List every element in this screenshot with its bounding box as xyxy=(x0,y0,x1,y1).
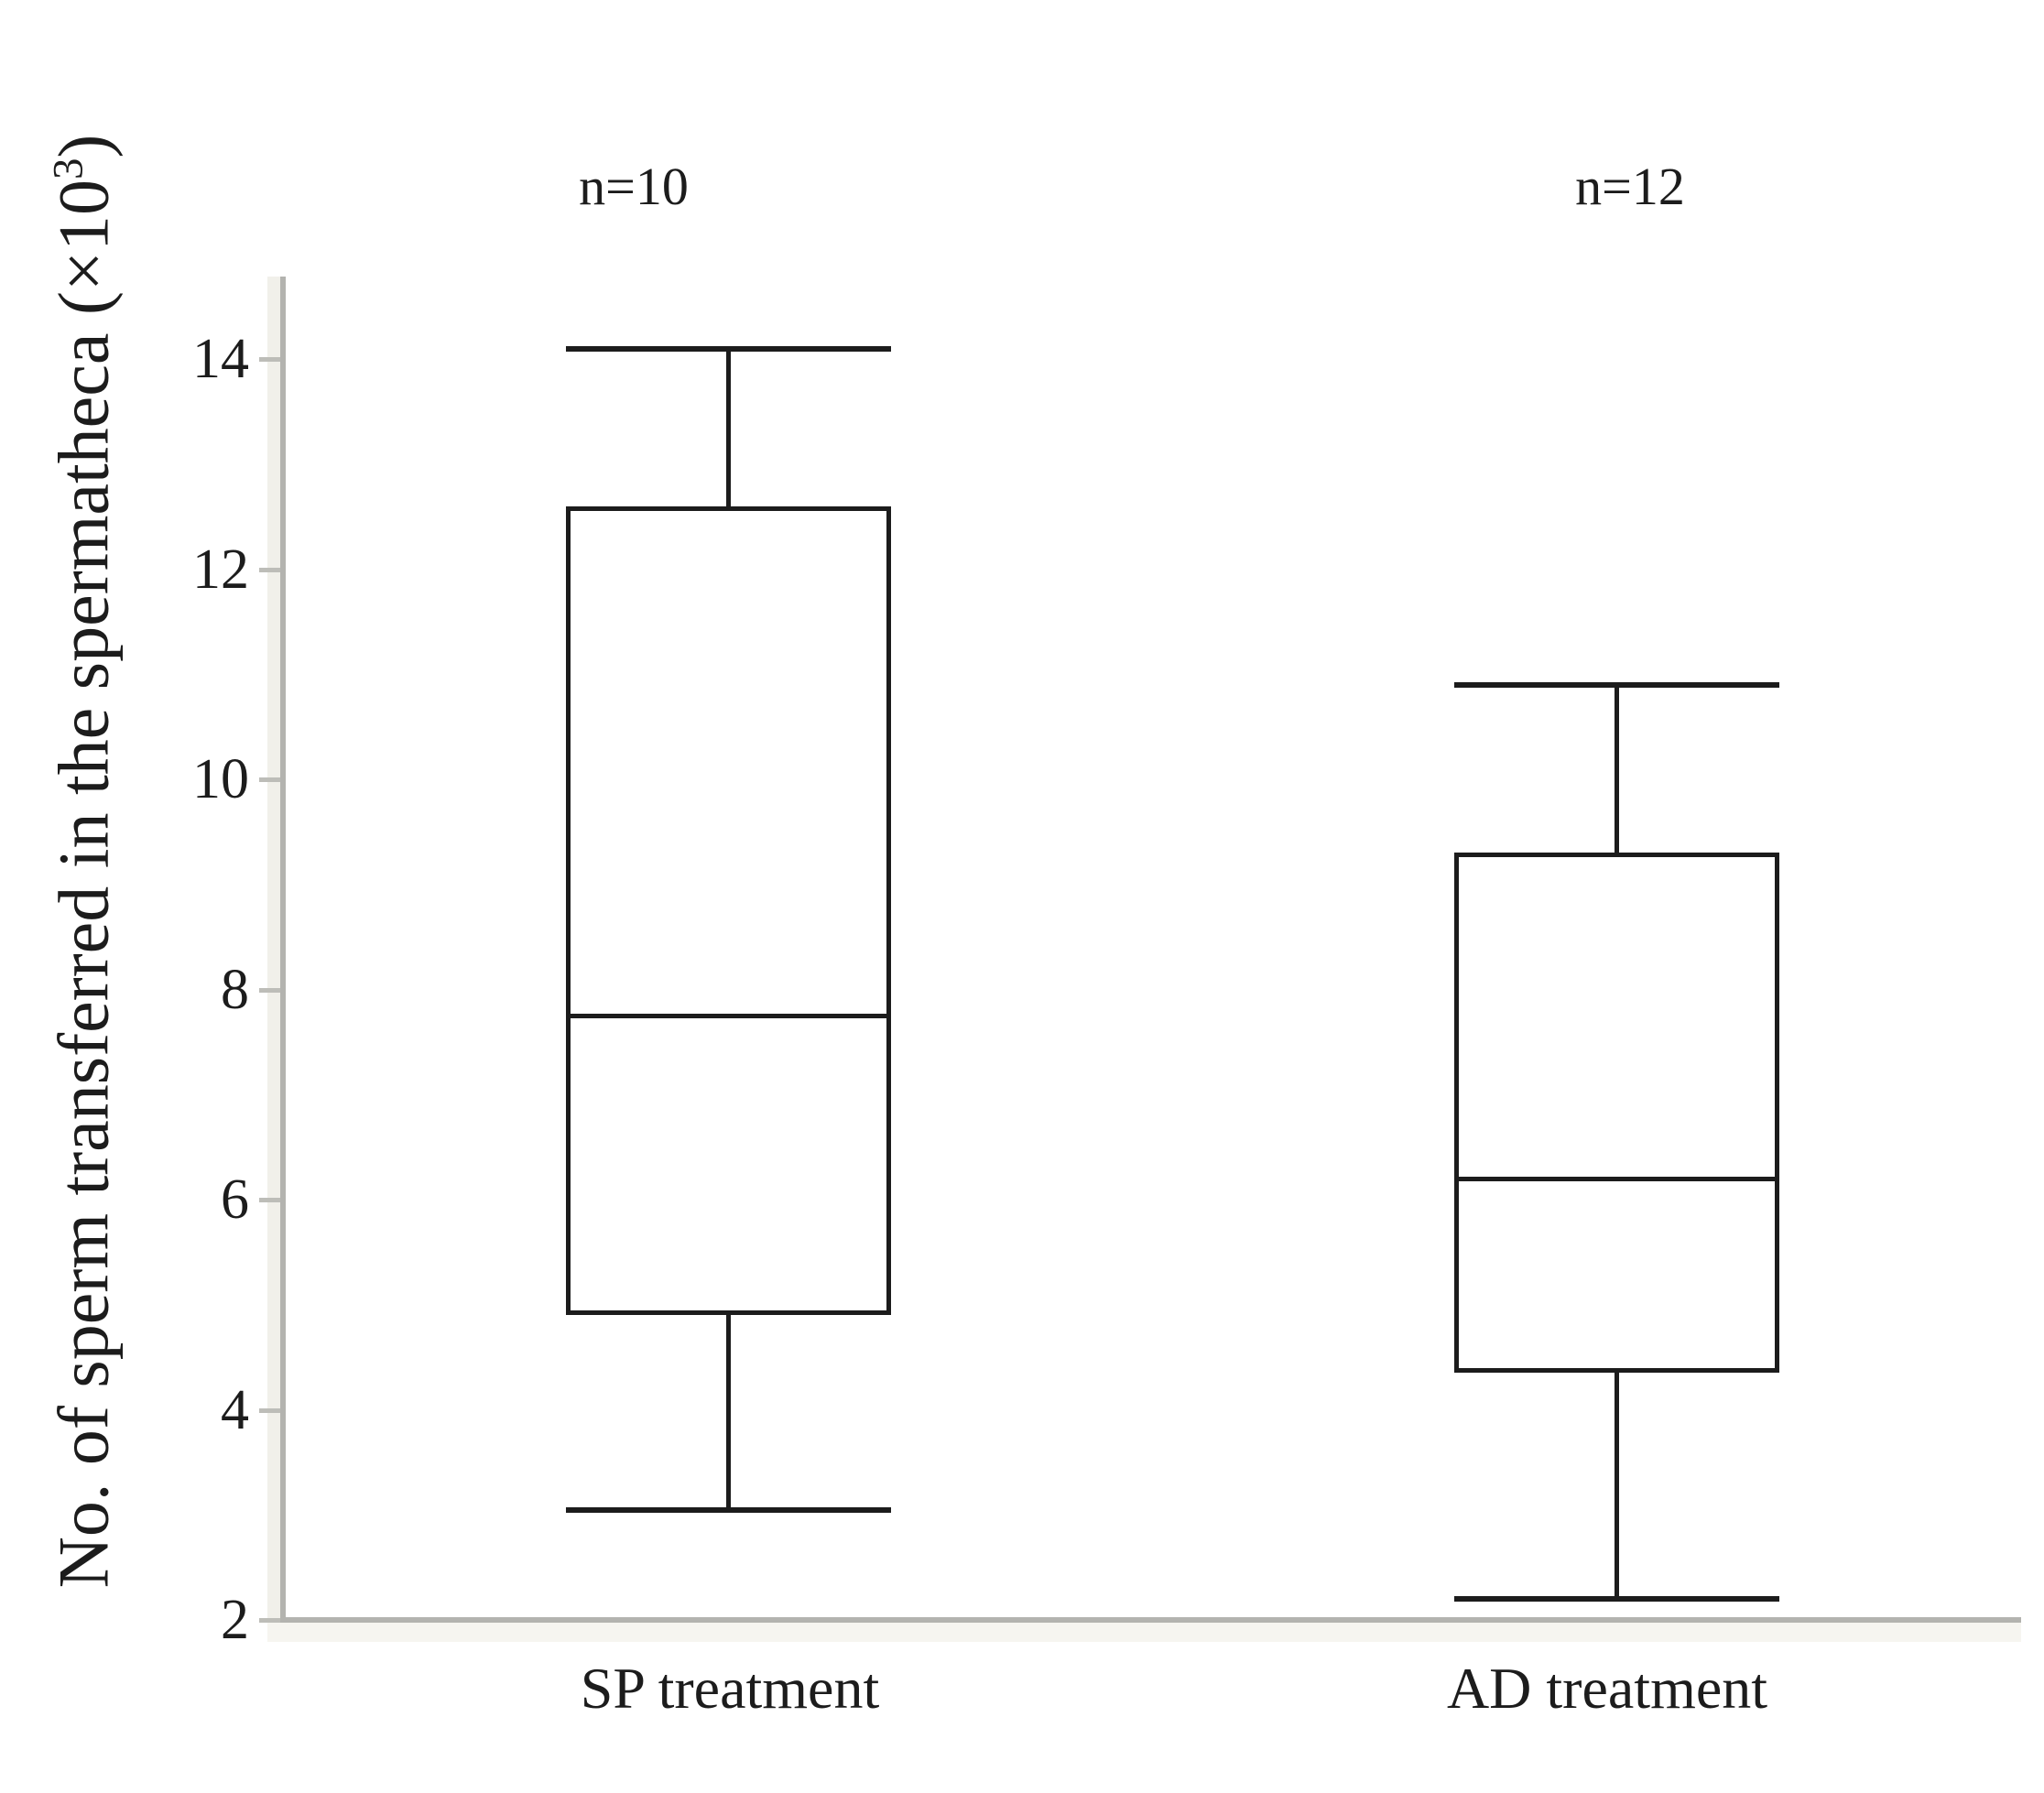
y-axis-title-close: ) xyxy=(43,134,124,158)
sample-size-label-sp: n=10 xyxy=(579,157,689,216)
sample-size-label-ad: n=12 xyxy=(1575,157,1685,216)
y-tick-mark xyxy=(259,567,280,572)
whisker-upper-line-sp xyxy=(725,348,731,506)
y-axis-band xyxy=(267,277,280,1622)
y-tick-label: 10 xyxy=(192,748,249,810)
y-tick-mark xyxy=(259,1407,280,1413)
y-axis-title-exponent: 3 xyxy=(44,158,92,179)
y-tick-label: 4 xyxy=(221,1378,249,1441)
y-tick-mark xyxy=(259,357,280,362)
whisker-lower-cap-sp xyxy=(565,1506,891,1513)
y-tick-label: 8 xyxy=(221,958,249,1021)
whisker-upper-cap-sp xyxy=(565,345,891,352)
y-axis-title: No. of sperm transferred in the spermath… xyxy=(26,0,124,1732)
whisker-lower-cap-ad xyxy=(1453,1596,1779,1603)
y-axis-line xyxy=(280,277,286,1622)
x-category-label-sp: SP treatment xyxy=(580,1656,880,1721)
median-line-ad xyxy=(1453,1176,1779,1181)
x-axis-band xyxy=(267,1623,2021,1642)
y-tick-mark xyxy=(259,987,280,993)
x-category-label-ad: AD treatment xyxy=(1446,1656,1768,1721)
y-tick-label: 14 xyxy=(192,328,249,390)
y-tick-mark xyxy=(259,777,280,782)
whisker-lower-line-ad xyxy=(1614,1373,1619,1600)
y-tick-label: 2 xyxy=(221,1589,249,1651)
x-axis-line xyxy=(280,1617,2021,1623)
y-tick-label: 12 xyxy=(192,538,249,601)
median-line-sp xyxy=(565,1013,891,1018)
iqr-box-ad xyxy=(1453,853,1779,1374)
y-tick-label: 6 xyxy=(221,1168,249,1231)
whisker-lower-line-sp xyxy=(725,1315,731,1510)
whisker-upper-cap-ad xyxy=(1453,681,1779,688)
iqr-box-sp xyxy=(565,505,891,1316)
y-tick-mark xyxy=(259,1198,280,1202)
whisker-upper-line-ad xyxy=(1614,684,1619,853)
y-tick-mark xyxy=(259,1618,280,1623)
